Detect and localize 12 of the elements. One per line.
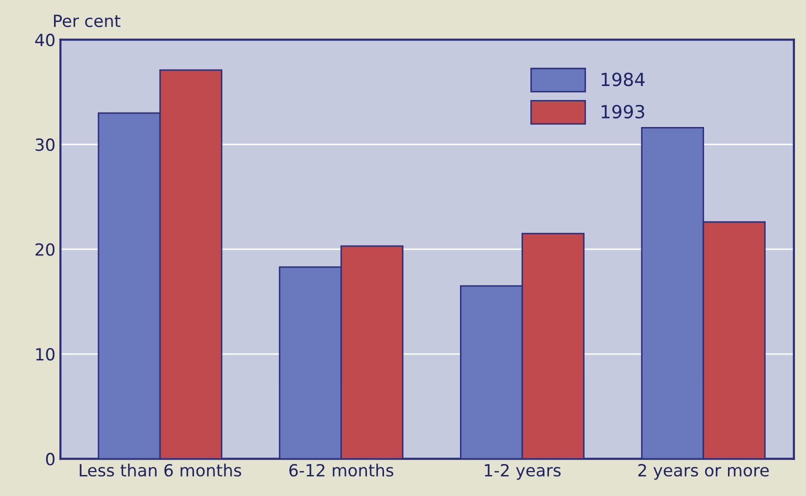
y-tick-label: 10 xyxy=(36,348,54,361)
y-tick-label: 20 xyxy=(36,243,54,256)
x-tick-label: 1-2 years xyxy=(484,464,561,480)
y-tick-label: 0 xyxy=(46,452,54,466)
x-tick-label: Less than 6 months xyxy=(80,464,242,477)
y-axis-title: Per cent xyxy=(54,14,120,28)
y-tick-label: 30 xyxy=(36,138,54,152)
legend-label: 1984 xyxy=(602,72,645,86)
legend-label: 1993 xyxy=(602,104,644,119)
x-tick-label: 6-12 months xyxy=(289,464,394,477)
y-tick-label: 40 xyxy=(35,34,54,46)
x-tick-label: 2 years or more xyxy=(638,464,769,480)
